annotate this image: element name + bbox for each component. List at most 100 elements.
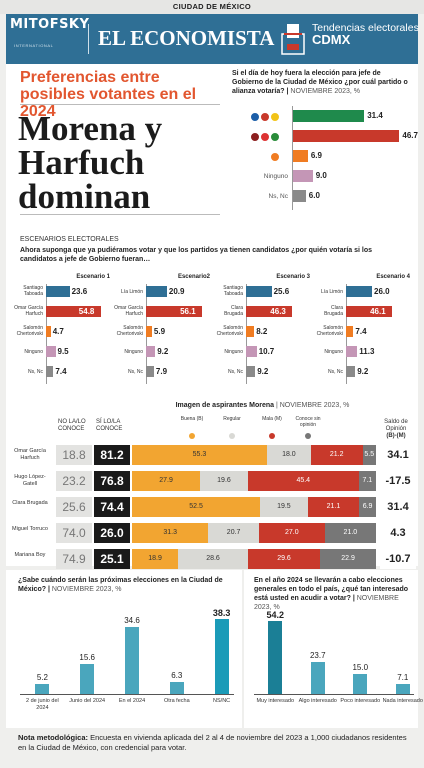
scenario-value: 9.5 <box>57 347 69 356</box>
scenario-bar <box>46 346 56 357</box>
partido-bar <box>292 110 365 122</box>
scenario-label: Ninguno <box>24 349 43 355</box>
scenario-value: 7.4 <box>355 327 367 336</box>
scenario-bar <box>346 286 372 297</box>
scenario-bar <box>146 346 156 357</box>
scenario-label: Salomón Chertorivski <box>16 325 43 337</box>
sile-cell: 81.2 <box>94 445 130 465</box>
vbar <box>125 626 139 694</box>
header-banner <box>6 14 418 64</box>
scenario-label: Salomón Chertorivski <box>316 325 343 337</box>
legend-label: Mala (M) <box>262 416 282 422</box>
legend-dot-icon <box>229 433 235 439</box>
cuando-question: ¿Sabe cuándo serán las próximas eleccion… <box>18 577 223 593</box>
vbar-value: 54.2 <box>266 610 285 621</box>
section-label: CIUDAD DE MÉXICO <box>0 0 424 14</box>
scenario-value: 5.9 <box>153 327 166 336</box>
party-logo-icon <box>250 132 260 142</box>
scenario-title: Escenario 4 <box>376 274 410 280</box>
scenario-bar <box>346 346 358 357</box>
opinion-segment: 27.0 <box>258 523 325 543</box>
scenario-label: Santiago Taboada <box>223 285 243 297</box>
vbar-label: Nada interesado <box>382 698 423 704</box>
partido-label: Ns, Nc <box>268 193 289 200</box>
scenario-value: 4.7 <box>52 327 64 336</box>
party-logo-icon <box>270 152 280 162</box>
vbar <box>169 681 184 694</box>
vbar-label: NS/NC <box>213 698 231 704</box>
vbar-value: 7.1 <box>397 673 409 683</box>
saldo-cell: 34.1 <box>380 445 416 465</box>
opinion-segment: 5.5 <box>362 445 376 465</box>
scenario-value: 46.1 <box>370 307 386 316</box>
sile-cell: 25.1 <box>94 549 130 569</box>
vbar-axis <box>254 694 414 695</box>
candidate-name: Omar García Harfuch <box>14 448 46 461</box>
partido-chart: 31.4 46.7 6.9 Ninguno 9.0 Ns, Nc 6.0 <box>232 106 418 220</box>
scenario-value: 8.2 <box>256 327 268 336</box>
cuando-panel <box>6 570 242 728</box>
vbar <box>35 683 50 694</box>
col-nolo-header: NO LA/LO CONOCE <box>58 419 86 432</box>
scenario-bar <box>346 366 356 377</box>
mitofsky-logo: MITOFSKY <box>10 17 90 32</box>
legend-label: Regular <box>223 416 241 422</box>
scenario-title: Escenario2 <box>177 274 210 280</box>
vbar <box>395 684 410 694</box>
top-panel <box>6 64 418 228</box>
opinion-segment: 21.2 <box>310 445 363 465</box>
vbar <box>268 621 283 694</box>
scenario-label: Omar García Harfuch <box>114 305 143 317</box>
scenario-value: 56.1 <box>180 307 196 316</box>
partido-bar <box>292 190 306 202</box>
scenario-bar <box>46 326 51 337</box>
party-logo-icon <box>250 112 260 122</box>
imagen-title: Imagen de aspirantes Morena | NOVIEMBRE … <box>175 402 350 409</box>
party-logo-icon <box>260 112 270 122</box>
vbar-value: 5.2 <box>36 672 48 682</box>
sile-cell: 26.0 <box>94 523 130 543</box>
legend-label: Buena (B) <box>180 416 204 422</box>
scenario-label: Ninguno <box>124 349 143 355</box>
scenario-label: Ns, Nc <box>128 369 143 375</box>
scenario-label: Ninguno <box>224 349 243 355</box>
scenario-label: Clara Brugada <box>324 305 343 317</box>
mitofsky-logo-sub: INTERNATIONAL <box>14 43 54 48</box>
escenarios-section: ESCENARIOS ELECTORALES <box>20 236 119 243</box>
sile-cell: 74.4 <box>94 497 130 517</box>
scenario-value: 26.0 <box>374 287 390 296</box>
vbar-label: Algo interesado <box>298 698 337 704</box>
scenario-value: 20.9 <box>168 287 185 296</box>
nolo-cell: 25.6 <box>56 497 92 517</box>
party-logo-icon <box>270 132 280 142</box>
scenario-value: 25.6 <box>273 287 290 296</box>
header-title: Tendencias electorales CDMX <box>312 22 419 47</box>
nolo-cell: 23.2 <box>56 471 92 491</box>
candidate-name: Hugo López-Gatell <box>14 474 46 487</box>
scenario-bar <box>146 366 154 377</box>
legend-label: Conoce sin opinión <box>295 416 321 428</box>
scenario-bar <box>46 306 101 317</box>
vbar-label: 2 de junio del 2024 <box>26 698 59 711</box>
opinion-segment: 31.3 <box>132 523 209 543</box>
saldo-cell: 4.3 <box>380 523 416 543</box>
scenario-label: Omar García Harfuch <box>14 305 43 317</box>
scenario-value: 9.2 <box>357 367 369 376</box>
scenario-label: Ninguno <box>324 349 343 355</box>
scenario-label: Lía Limón <box>321 289 343 295</box>
scenario-label: Salomón Chertorivski <box>216 325 243 337</box>
scenario-bar <box>346 326 354 337</box>
vbar-value: 38.3 <box>212 608 231 619</box>
subtitle: Preferencias entre posibles votantes en … <box>20 69 197 120</box>
opinion-segment: 45.4 <box>247 471 359 491</box>
vbar <box>214 619 229 694</box>
opinion-segment: 21.1 <box>307 497 360 517</box>
partido-label: Ninguno <box>263 173 288 180</box>
logo-divider <box>88 24 89 54</box>
party-logo-icon <box>270 112 280 122</box>
scenario-value: 7.9 <box>155 367 168 376</box>
scenario-title: Escenario 1 <box>76 274 110 280</box>
scenario-value: 54.8 <box>78 307 95 316</box>
partido-bar <box>292 170 313 182</box>
vbar <box>80 663 95 694</box>
